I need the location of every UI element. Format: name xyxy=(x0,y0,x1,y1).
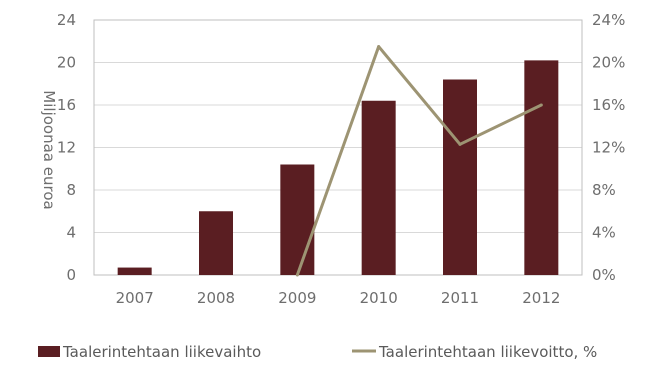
right-tick-label: 8% xyxy=(592,181,616,199)
y-axis-title: Miljoonaa euroa xyxy=(40,90,58,209)
right-tick-label: 0% xyxy=(592,266,616,284)
bar xyxy=(524,60,559,275)
left-tick-label: 16 xyxy=(57,96,76,114)
right-tick-label: 24% xyxy=(592,11,625,29)
right-axis-ticks: 0% 4% 8% 12% 16% 20% 24% xyxy=(592,11,625,284)
x-tick-label: 2010 xyxy=(360,289,398,307)
left-tick-label: 0 xyxy=(66,266,76,284)
bar xyxy=(280,164,315,275)
legend-line-label: Taalerintehtaan liikevoitto, % xyxy=(378,343,597,361)
line-point xyxy=(539,103,543,107)
bar xyxy=(361,100,396,275)
right-tick-label: 16% xyxy=(592,96,625,114)
x-tick-label: 2009 xyxy=(278,289,316,307)
left-axis-ticks: 0 4 8 12 16 20 24 xyxy=(57,11,76,284)
left-tick-label: 12 xyxy=(57,139,76,157)
line-series-path xyxy=(295,45,542,276)
x-tick-label: 2007 xyxy=(116,289,154,307)
left-tick-label: 4 xyxy=(66,224,76,242)
line-point xyxy=(295,273,299,277)
bar xyxy=(117,267,152,275)
line-layer xyxy=(295,45,543,277)
right-tick-label: 20% xyxy=(592,54,625,72)
legend-bar-swatch xyxy=(38,346,60,357)
x-axis-ticks: 2007 2008 2009 2010 2011 2012 xyxy=(116,289,561,307)
bars-layer xyxy=(117,60,559,275)
x-tick-label: 2008 xyxy=(197,289,235,307)
x-tick-label: 2012 xyxy=(522,289,560,307)
x-tick-label: 2011 xyxy=(441,289,479,307)
right-tick-label: 4% xyxy=(592,224,616,242)
line-point xyxy=(458,142,462,146)
left-tick-label: 24 xyxy=(57,11,76,29)
legend: Taalerintehtaan liikevaihto Taalerinteht… xyxy=(38,343,597,361)
line-point xyxy=(377,45,381,49)
right-tick-label: 12% xyxy=(592,139,625,157)
left-tick-label: 20 xyxy=(57,54,76,72)
bar xyxy=(443,79,477,275)
left-tick-label: 8 xyxy=(66,181,76,199)
grid-layer xyxy=(93,19,583,276)
plot-area-border xyxy=(93,19,583,276)
bar xyxy=(199,211,233,275)
legend-bar-label: Taalerintehtaan liikevaihto xyxy=(62,343,261,361)
